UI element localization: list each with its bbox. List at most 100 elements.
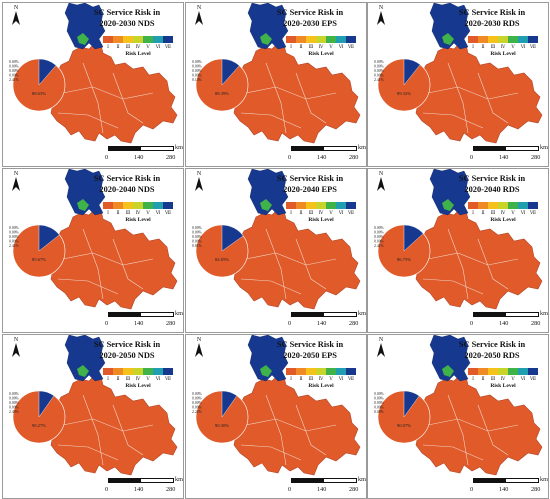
legend-title: Risk Level (490, 383, 516, 389)
legend-level-label: Ⅲ (125, 376, 131, 381)
legend-level-label: Ⅱ (481, 210, 485, 215)
scale-label: 0 (288, 486, 292, 493)
map-panel: 90.27% 0.00% 0.00% 0.00% 0.00% 2.49% N SC Servi… (2, 334, 184, 499)
region-level-5 (260, 199, 272, 211)
north-label: N (378, 5, 384, 11)
legend-swatch (488, 368, 498, 375)
legend-swatch (316, 368, 326, 375)
boundary-line (62, 418, 154, 432)
legend-level-label: Ⅴ (146, 376, 150, 381)
scale-label: 280 (531, 320, 541, 327)
north-label: N (196, 337, 202, 343)
legend-title: Risk Level (308, 383, 334, 389)
pie-slice-level-7 (38, 224, 60, 252)
boundary-line (57, 278, 119, 295)
legend-level-label: Ⅴ (511, 376, 515, 381)
pie-main-label: 86.75% (397, 257, 411, 262)
boundary-line (265, 394, 287, 466)
panel-title: SC Service Risk in 2020-2040 RDS (442, 173, 542, 195)
legend-level-label: Ⅱ (481, 376, 485, 381)
pie-small-label: 0.00% (9, 65, 20, 69)
boundary-line (427, 252, 519, 266)
legend-level-label: Ⅵ (520, 210, 526, 215)
region-level-5 (77, 33, 89, 45)
region-level-7 (64, 169, 106, 216)
boundary-line (477, 404, 509, 456)
legend-level-label: Ⅵ (338, 376, 344, 381)
legend-swatch (286, 36, 296, 43)
scale-label: 140 (317, 486, 327, 493)
legend-level-label: Ⅱ (299, 376, 303, 381)
region-level-1 (46, 42, 178, 144)
north-arrow-icon: N (192, 337, 206, 357)
boundary-line (112, 404, 144, 456)
scale-bar: 0 140 280 km (368, 309, 548, 329)
scale-label: 140 (499, 486, 509, 493)
pie-small-label: 2.41% (374, 244, 385, 248)
scale-bar: 0 140 280 km (186, 143, 366, 163)
boundary-line (240, 112, 302, 129)
risk-legend (468, 36, 538, 43)
map-panel: 84.85% 0.00% 0.00% 0.00% 0.00% 0.81% N SC Servi… (185, 168, 367, 333)
scale-segment-light (140, 478, 174, 483)
legend-swatch (153, 36, 163, 43)
pie-small-label: 0.81% (192, 244, 203, 248)
region-level-1 (46, 208, 178, 310)
region-level-5 (77, 365, 89, 377)
legend-level-label: Ⅲ (490, 44, 496, 49)
risk-map: 84.85%0.00%0.00%0.00%0.00%0.81% (192, 169, 361, 310)
legend-level-label: Ⅰ (472, 44, 474, 49)
legend-swatch (296, 202, 306, 209)
scale-unit: km (358, 476, 366, 483)
scale-segment-light (505, 478, 539, 483)
legend-swatch (123, 368, 133, 375)
boundary-line (427, 86, 519, 100)
scale-unit: km (540, 310, 548, 317)
pie-small-label: 0.00% (192, 235, 203, 239)
legend-level-label: Ⅵ (338, 44, 344, 49)
risk-legend (468, 368, 538, 375)
scale-bar: 0 140 280 km (368, 143, 548, 163)
legend-swatch (326, 368, 336, 375)
boundary-line (57, 444, 119, 461)
legend-swatch (346, 368, 356, 375)
pie-small-label: 0.00% (374, 74, 385, 78)
scale-segment-dark (108, 312, 142, 317)
pie-small-label: 0.00% (374, 65, 385, 69)
legend-swatch (316, 202, 326, 209)
legend-level-label: Ⅰ (107, 210, 109, 215)
legend-swatch (163, 202, 173, 209)
north-arrow-icon: N (9, 337, 23, 357)
scale-segment-dark (473, 478, 507, 483)
boundary-line (477, 72, 509, 124)
legend-level-label: Ⅱ (116, 44, 120, 49)
risk-legend (103, 36, 173, 43)
region-level-1 (411, 42, 543, 144)
scale-label: 140 (317, 154, 327, 161)
panel-title-line1: SC Service Risk in (458, 340, 526, 349)
pie-small-label: 0.00% (374, 240, 385, 244)
legend-swatch (113, 202, 123, 209)
region-level-1 (46, 374, 178, 476)
scale-label: 280 (531, 486, 541, 493)
pie-main-label: 88.63% (32, 91, 46, 96)
scale-unit: km (540, 144, 548, 151)
pie-small-label: 0.00% (9, 226, 20, 230)
legend-title: Risk Level (308, 217, 334, 223)
north-label: N (378, 171, 384, 177)
scale-label: 280 (166, 320, 176, 327)
north-arrow-icon: N (374, 5, 388, 25)
map-panel: 90.07% 0.00% 0.00% 0.00% 0.00% 0.00% N SC Servi… (367, 334, 549, 499)
scale-label: 280 (166, 154, 176, 161)
legend-swatch (123, 202, 133, 209)
legend-level-label: Ⅳ (318, 376, 324, 381)
legend-swatch (306, 36, 316, 43)
risk-map: 88.39%0.00%0.00%0.00%0.00%0.14% (192, 3, 361, 144)
legend-level-label: Ⅰ (290, 376, 292, 381)
legend-swatch (498, 202, 508, 209)
scale-label: 280 (349, 320, 359, 327)
legend-swatch (133, 202, 143, 209)
legend-swatch (528, 368, 538, 375)
